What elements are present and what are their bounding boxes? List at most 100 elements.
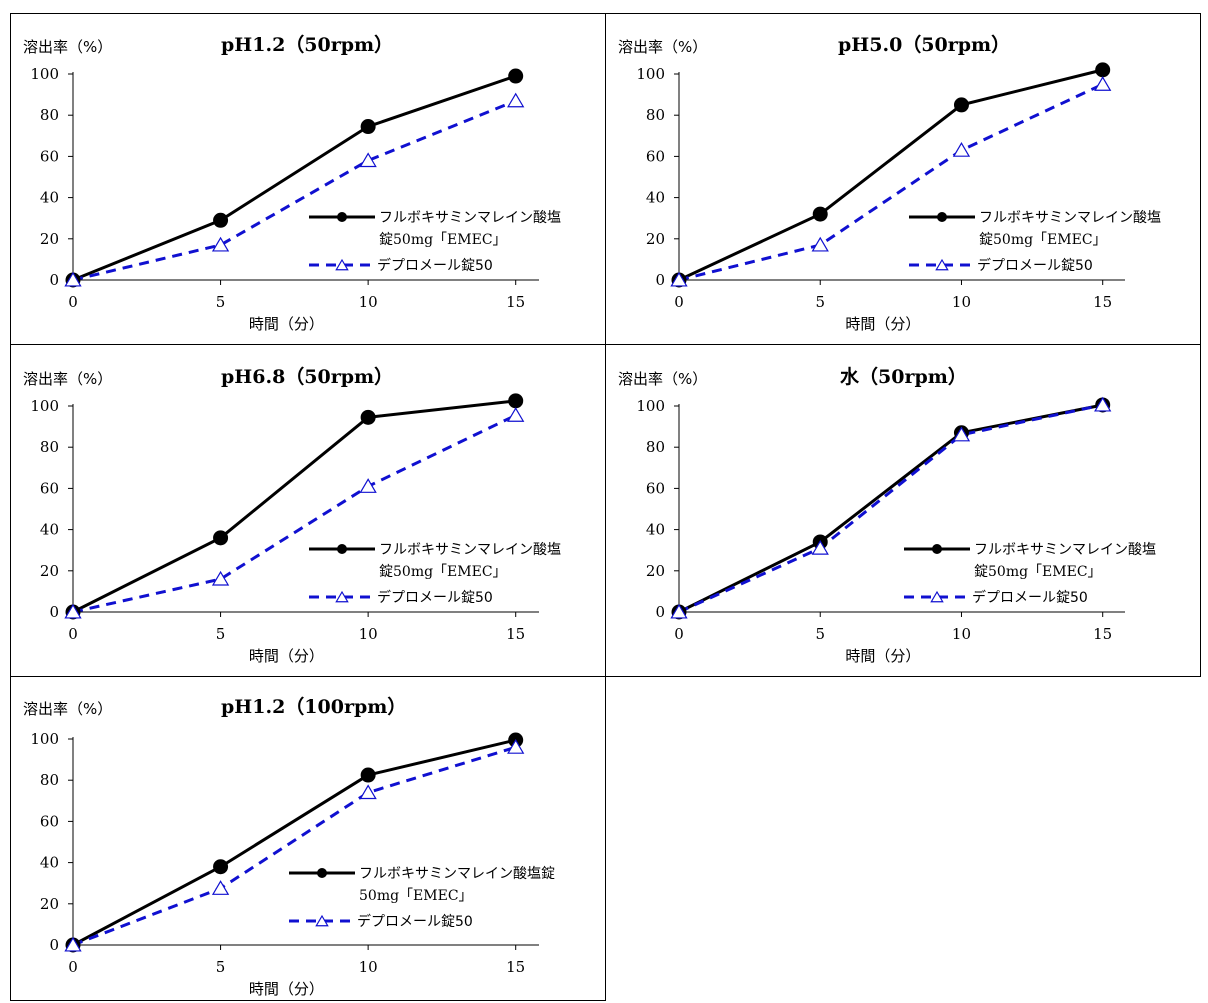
series-line-depromel: [678, 403, 1104, 614]
legend-label-depromel: デプロメール錠50: [377, 589, 493, 606]
chart-title: pH6.8（50rpm）: [221, 365, 393, 388]
x-tick-label: 0: [674, 293, 684, 311]
x-tick-label: 15: [506, 293, 525, 311]
data-point-emec: [360, 119, 376, 135]
data-point-depromel: [359, 784, 377, 800]
data-point-emec: [508, 393, 524, 409]
x-tick-label: 15: [1093, 293, 1112, 311]
y-tick-label: 40: [40, 189, 59, 207]
series-line-emec: [678, 403, 1103, 614]
x-tick-label: 0: [68, 625, 78, 643]
chart-panel-ph50-50rpm: 溶出率（%） pH5.0（50rpm） 0 20 40 60 80 100 0 5 10 15 時間（分…: [605, 13, 1201, 345]
data-point-depromel: [359, 478, 377, 493]
data-point-emec: [812, 206, 828, 222]
x-axis-label: 時間（分）: [249, 315, 324, 333]
x-axis-label: 時間（分）: [845, 315, 920, 333]
y-tick-label: 40: [646, 189, 665, 207]
data-point-emec: [213, 212, 229, 228]
series-line-emec: [678, 68, 1104, 282]
legend-label-emec: フルボキサミンマレイン酸塩: [979, 210, 1161, 226]
legend-marker-emec: [337, 544, 347, 554]
x-tick-label: 0: [68, 958, 78, 976]
y-axis-label: 溶出率（%）: [618, 370, 707, 388]
y-tick-label: 60: [646, 147, 665, 165]
x-axis-label: 時間（分）: [249, 647, 324, 665]
x-tick-label: 0: [674, 625, 684, 643]
legend-label-emec: フルボキサミンマレイン酸塩錠: [359, 866, 555, 882]
y-tick-label: 40: [646, 521, 665, 539]
x-tick-label: 15: [506, 625, 525, 643]
data-point-depromel: [670, 603, 688, 619]
data-point-depromel: [811, 539, 829, 555]
y-tick-label: 20: [646, 562, 665, 580]
legend-marker-depromel: [335, 590, 349, 603]
chart-title: pH1.2（50rpm）: [221, 33, 393, 56]
data-point-depromel: [670, 271, 688, 287]
legend-label-depromel: デプロメール錠50: [972, 589, 1088, 606]
data-point-depromel: [952, 142, 971, 157]
series-line-depromel: [72, 99, 517, 282]
data-point-emec: [508, 68, 524, 84]
chart-panel-ph12-50rpm: 溶出率（%） pH1.2（50rpm） 0 20 40 60 80 100 0 5 10 15 時間（分…: [10, 13, 606, 345]
chart-svg: 溶出率（%） pH5.0（50rpm） 0 20 40 60 80 100 0 5 10 15 時間（分…: [618, 33, 1161, 333]
y-tick-label: 20: [40, 562, 59, 580]
x-tick-label: 10: [359, 958, 378, 976]
x-tick-label: 10: [952, 625, 971, 643]
y-tick-label: 20: [40, 230, 59, 248]
chart-title: 水（50rpm）: [840, 365, 967, 388]
x-tick-label: 0: [68, 293, 78, 311]
chart-svg: 溶出率（%） pH1.2（100rpm） 0 20 40 60 80 100 0 5 10 15 時間（…: [23, 695, 555, 998]
series-line-emec: [72, 399, 516, 614]
data-point-depromel: [1094, 76, 1112, 91]
legend-label-emec-2: 錠50mg「EMEC」: [379, 564, 507, 580]
legend-marker-depromel: [315, 914, 329, 927]
y-tick-label: 80: [646, 438, 665, 456]
legend-label-emec-2: 錠50mg「EMEC」: [974, 564, 1102, 580]
legend-label-depromel: デプロメール錠50: [977, 257, 1093, 274]
series-line-depromel: [72, 413, 517, 614]
data-point-depromel: [359, 152, 377, 168]
x-axis-label: 時間（分）: [845, 647, 920, 665]
y-axis-label: 溶出率（%）: [23, 370, 112, 388]
y-tick-label: 0: [49, 936, 59, 954]
y-tick-label: 20: [40, 895, 59, 913]
legend-label-depromel: デプロメール錠50: [377, 257, 493, 274]
y-axis-label: 溶出率（%）: [23, 38, 112, 56]
series-line-emec: [72, 74, 517, 282]
y-tick-label: 80: [646, 106, 665, 124]
data-point-depromel: [64, 603, 82, 619]
chart-title: pH5.0（50rpm）: [838, 33, 1010, 56]
chart-panel-ph12-100rpm: 溶出率（%） pH1.2（100rpm） 0 20 40 60 80 100 0 5 10 15 時間（…: [10, 676, 606, 1001]
series-line-depromel: [678, 82, 1104, 282]
y-tick-label: 60: [646, 479, 665, 497]
legend-marker-depromel: [930, 590, 944, 603]
x-tick-label: 5: [815, 293, 825, 311]
x-tick-label: 5: [815, 625, 825, 643]
data-point-depromel: [507, 407, 525, 422]
legend-label-emec-2: 錠50mg「EMEC」: [379, 232, 507, 248]
legend-marker-emec: [317, 868, 327, 878]
x-tick-label: 5: [216, 958, 226, 976]
data-point-emec: [360, 409, 376, 425]
y-tick-label: 80: [40, 106, 59, 124]
y-tick-label: 80: [40, 438, 59, 456]
data-point-depromel: [64, 271, 82, 287]
x-tick-label: 5: [216, 625, 226, 643]
legend-label-depromel: デプロメール錠50: [357, 913, 473, 930]
y-tick-label: 80: [40, 771, 59, 789]
y-tick-label: 60: [40, 479, 59, 497]
x-tick-label: 10: [359, 293, 378, 311]
legend-label-emec: フルボキサミンマレイン酸塩: [379, 542, 561, 558]
series-line-emec: [72, 738, 517, 947]
chart-title: pH1.2（100rpm）: [221, 695, 406, 718]
data-point-emec: [213, 859, 229, 875]
data-point-depromel: [211, 570, 230, 586]
data-point-depromel: [211, 236, 230, 252]
chart-svg: 溶出率（%） pH1.2（50rpm） 0 20 40 60 80 100 0 5 10 15 時間（分…: [23, 33, 561, 333]
series-line-depromel: [72, 745, 517, 947]
legend-label-emec: フルボキサミンマレイン酸塩: [974, 542, 1156, 558]
y-axis-label: 溶出率（%）: [23, 700, 112, 718]
data-point-depromel: [1094, 396, 1112, 412]
legend-marker-emec: [937, 212, 947, 222]
y-tick-label: 60: [40, 812, 59, 830]
